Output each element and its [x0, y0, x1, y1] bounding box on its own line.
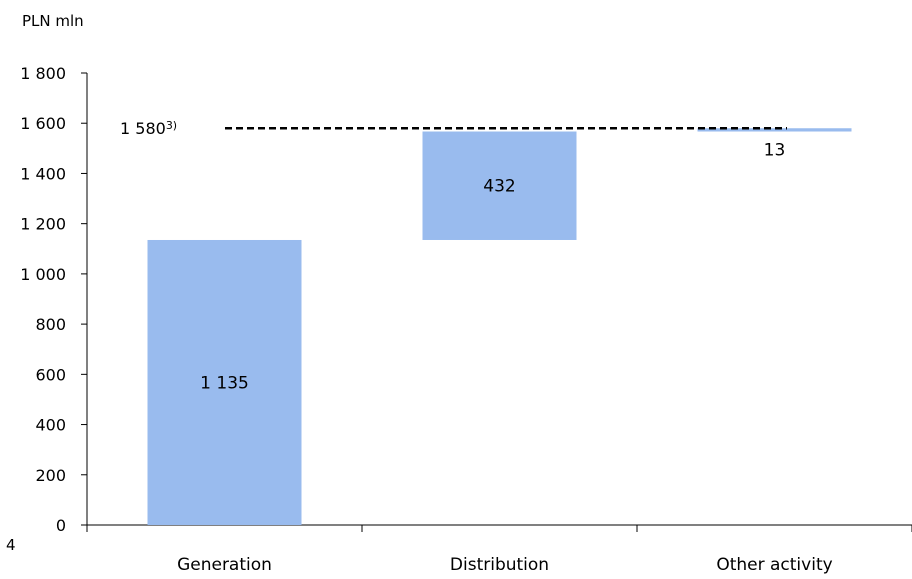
bar-generation	[147, 239, 302, 525]
y-tick-label: 600	[35, 365, 66, 384]
y-tick-label: 1 200	[20, 215, 66, 234]
data-label: 1 135	[200, 373, 249, 393]
total-value: 1 580	[120, 119, 166, 138]
total-label: 1 5803)	[120, 119, 177, 138]
data-label: 13	[764, 141, 786, 161]
y-tick-label: 200	[35, 466, 66, 485]
y-tick-label: 1 600	[20, 114, 66, 133]
y-tick-label: 1 000	[20, 265, 66, 284]
category-label: Generation	[177, 555, 272, 575]
corner-fragment: 4	[6, 536, 16, 554]
bar-other-activity	[697, 128, 852, 132]
plot-area: 0 200 400 600 800 1 000 1 200 1 400 1 600 1 800 1 …	[20, 64, 912, 575]
y-tick-label: 1 400	[20, 164, 66, 183]
data-label: 432	[483, 177, 515, 197]
bar-distribution	[422, 131, 577, 240]
y-tick-label: 800	[35, 315, 66, 334]
category-label: Other activity	[716, 555, 832, 575]
y-tick-label: 0	[56, 516, 66, 535]
y-tick-label: 1 800	[20, 64, 66, 83]
y-tick-label: 400	[35, 416, 66, 435]
category-label: Distribution	[450, 555, 549, 575]
total-footnote: 3)	[166, 119, 177, 132]
unit-label: PLN mln	[22, 12, 84, 30]
